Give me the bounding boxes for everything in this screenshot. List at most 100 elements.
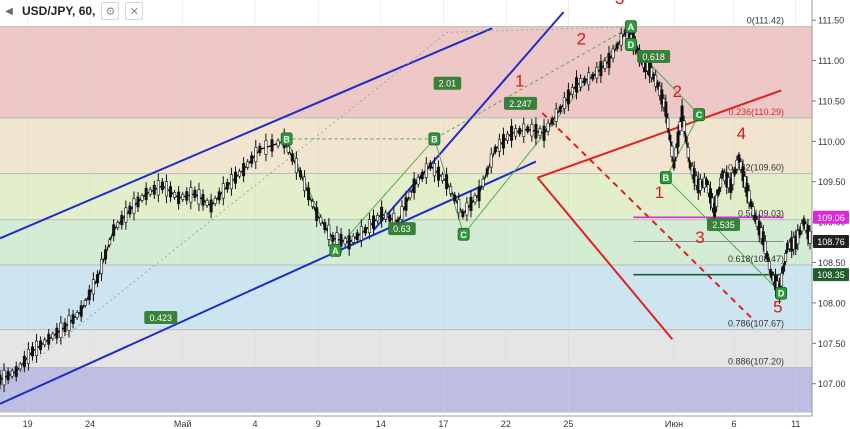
candle-body <box>416 177 420 185</box>
candle-body <box>315 207 319 221</box>
chevron-left-icon[interactable]: ◀ <box>5 5 13 17</box>
candle-body <box>83 300 87 306</box>
gear-icon[interactable]: ⚙ <box>101 2 120 20</box>
candle-body <box>205 200 209 206</box>
candle-body <box>189 187 193 203</box>
candle-body <box>428 162 432 169</box>
pattern-point-box <box>625 38 637 51</box>
candle-body <box>469 196 473 212</box>
candle-body <box>6 371 10 381</box>
candle-body <box>784 253 788 262</box>
candle-body <box>654 75 658 87</box>
ratio-label: 0.63 <box>393 224 411 234</box>
ratio-label: 2.247 <box>509 99 532 109</box>
candle-body <box>501 134 505 149</box>
candle-body <box>152 184 156 195</box>
candle-body <box>264 140 268 155</box>
candle-body <box>505 133 509 141</box>
fib-band <box>0 26 812 118</box>
candle-body <box>530 124 534 137</box>
candle-body <box>71 314 75 324</box>
ratio-box <box>706 218 740 232</box>
candle-body <box>767 261 771 270</box>
trendline-steep <box>372 11 565 231</box>
candle-body <box>570 86 574 95</box>
candle-body <box>765 253 769 260</box>
candle-body <box>583 77 587 84</box>
candle-body <box>104 249 108 260</box>
candle-body <box>181 194 185 200</box>
candle-body <box>682 120 686 132</box>
candle-body <box>717 189 721 195</box>
candle-body <box>743 176 747 188</box>
candle-body <box>67 315 71 331</box>
wave-label: 2 <box>577 29 586 48</box>
candle-body <box>79 305 83 317</box>
candle-body <box>164 181 168 197</box>
candle-body <box>120 215 124 226</box>
candle-body <box>763 240 767 254</box>
candle-body <box>307 187 311 201</box>
candle-body <box>367 219 371 234</box>
candle-body <box>355 232 359 241</box>
candle-body <box>436 166 440 181</box>
candle-body <box>128 205 132 215</box>
candle-body <box>473 195 477 203</box>
ratio-box <box>433 76 462 90</box>
candle-body <box>672 162 676 169</box>
y-tick-label: 108.50 <box>818 258 846 268</box>
candle-body <box>225 181 229 190</box>
candle-body <box>213 198 217 204</box>
candle-body <box>343 238 347 245</box>
candle-body <box>254 146 258 162</box>
price-marker-box <box>813 210 849 224</box>
candle-body <box>18 363 22 370</box>
pattern-point-label: A <box>332 246 339 256</box>
pattern-point-label: D <box>628 40 635 50</box>
pattern-point-box <box>280 132 293 146</box>
candle-body <box>87 289 91 301</box>
x-tick-label: Май <box>174 419 192 429</box>
candle-body <box>595 67 599 79</box>
x-tick-label: 9 <box>316 419 321 429</box>
candle-body <box>359 225 363 241</box>
candle-body <box>95 274 99 284</box>
candle-body <box>676 131 680 147</box>
candle-body <box>185 191 189 201</box>
candle-body <box>201 194 205 206</box>
candle-body <box>75 312 79 318</box>
candle-body <box>412 178 416 194</box>
ratio-box <box>637 50 671 64</box>
candle-body <box>197 189 201 205</box>
pattern-point-label: C <box>696 110 703 120</box>
candle-body <box>729 178 733 193</box>
candle-body <box>347 235 351 250</box>
fib-level-label: 0.886(107.20) <box>728 357 784 367</box>
candle-body <box>311 201 315 207</box>
candle-body <box>100 259 104 275</box>
fib-band <box>0 367 812 412</box>
candle-body <box>457 199 461 213</box>
candle-body <box>749 201 753 207</box>
ratio-label: 0.423 <box>150 313 173 323</box>
candle-body <box>542 125 546 141</box>
price-marker-label: 109.06 <box>817 213 845 223</box>
candle-body <box>108 239 112 246</box>
candle-body <box>408 191 412 199</box>
candle-body <box>477 186 481 202</box>
y-tick-label: 109.50 <box>818 177 846 187</box>
close-icon[interactable]: ✕ <box>125 2 144 20</box>
candle-body <box>731 172 735 185</box>
candle-body <box>587 72 591 86</box>
harmonic-pattern-line-2 <box>630 44 782 294</box>
candle-body <box>656 82 660 88</box>
candle-body <box>599 61 603 77</box>
x-tick-label: Июн <box>665 419 683 429</box>
wave-label: 1 <box>655 183 664 202</box>
candle-body <box>363 226 367 234</box>
ratio-label: 2.535 <box>712 220 735 230</box>
candle-body <box>558 106 562 112</box>
candle-body <box>258 145 262 154</box>
candle-body <box>400 206 404 220</box>
